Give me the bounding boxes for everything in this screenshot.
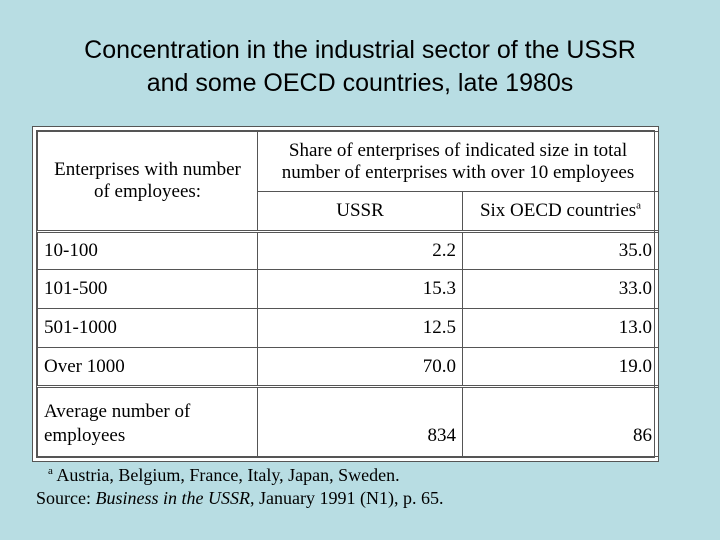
average-row-label: Average number of employees <box>37 385 258 457</box>
table-row: Over 1000 70.0 19.0 <box>37 347 659 387</box>
footnote-mark-a: a <box>636 199 642 212</box>
header-ussr: USSR <box>257 191 463 232</box>
row-oecd-value: 35.0 <box>462 230 659 270</box>
average-oecd-value: 86 <box>462 385 659 457</box>
source-title: Business in the USSR <box>95 488 250 508</box>
concentration-table-inner: Enterprises with number of employees: Sh… <box>36 130 659 458</box>
slide-title: Concentration in the industrial sector o… <box>0 34 720 100</box>
row-ussr-value: 15.3 <box>257 269 463 309</box>
row-label: 501-1000 <box>37 308 258 348</box>
row-ussr-value: 70.0 <box>257 347 463 387</box>
header-share-group: Share of enterprises of indicated size i… <box>257 131 659 192</box>
concentration-table-frame: Enterprises with number of employees: Sh… <box>32 126 659 462</box>
table-row: 101-500 15.3 33.0 <box>37 269 659 309</box>
table-row-average: Average number of employees 834 86 <box>37 385 659 457</box>
table-row: 10-100 2.2 35.0 <box>37 230 659 270</box>
slide-title-line-2: and some OECD countries, late 1980s <box>146 69 574 97</box>
row-label: 10-100 <box>37 230 258 270</box>
row-label: 101-500 <box>37 269 258 309</box>
row-ussr-value: 12.5 <box>257 308 463 348</box>
footnote: a Austria, Belgium, France, Italy, Japan… <box>48 465 400 485</box>
table-row: 501-1000 12.5 13.0 <box>37 308 659 348</box>
table-subheader-row: USSR Six OECD countriesa <box>38 191 659 232</box>
table-header-row: Enterprises with number of employees: Sh… <box>37 131 659 232</box>
header-enterprise-size: Enterprises with number of employees: <box>37 131 258 232</box>
average-ussr-value: 834 <box>257 385 463 457</box>
table-notes: a Austria, Belgium, France, Italy, Japan… <box>36 464 443 510</box>
source-note: Source: Business in the USSR, January 19… <box>36 488 444 508</box>
concentration-table: Enterprises with number of employees: Sh… <box>37 131 659 457</box>
header-oecd: Six OECD countriesa <box>462 191 659 232</box>
row-oecd-value: 13.0 <box>462 308 659 348</box>
row-oecd-value: 33.0 <box>462 269 659 309</box>
row-ussr-value: 2.2 <box>257 230 463 270</box>
slide-title-line-1: Concentration in the industrial sector o… <box>84 36 636 64</box>
row-label: Over 1000 <box>37 347 258 387</box>
row-oecd-value: 19.0 <box>462 347 659 387</box>
